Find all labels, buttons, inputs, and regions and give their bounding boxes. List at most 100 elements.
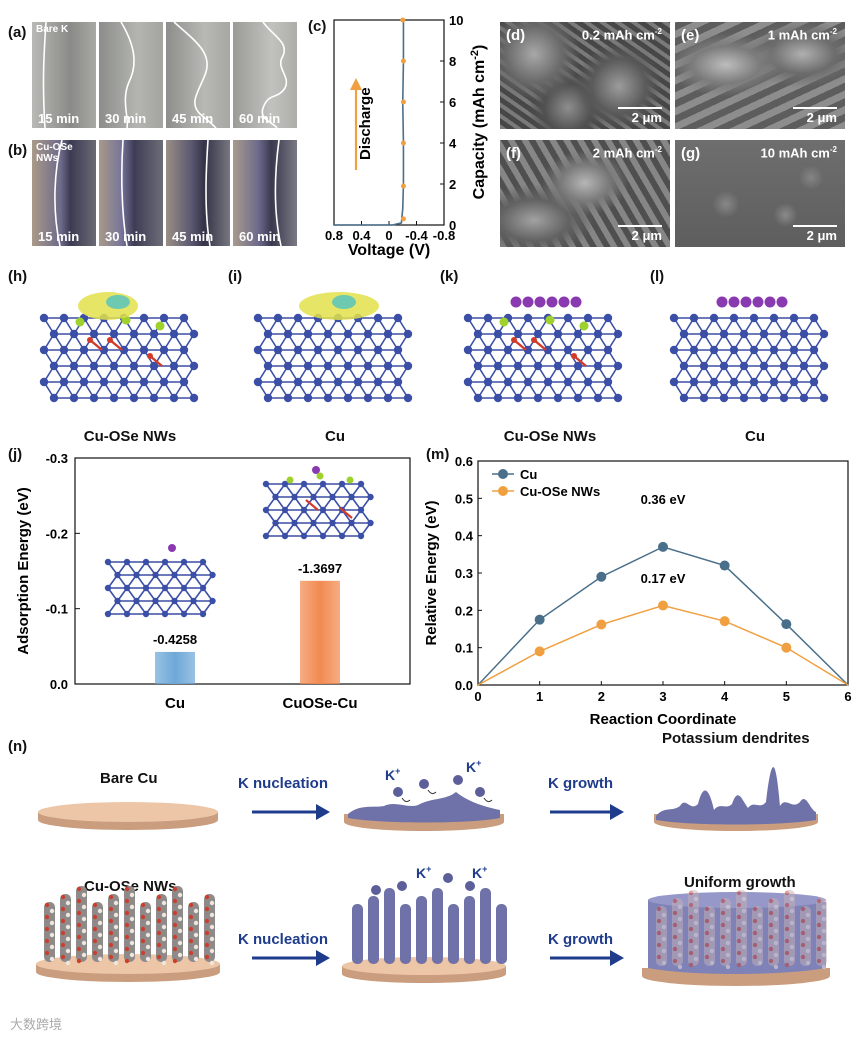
micrograph-a-60: 60 min <box>233 22 297 128</box>
data-point <box>534 614 545 625</box>
cu-atom <box>39 345 49 355</box>
k-ion-label: K+ <box>472 864 487 881</box>
scale-bar-label: 2 μm <box>631 110 662 125</box>
cu-atom <box>114 597 121 605</box>
k-atom <box>716 296 728 308</box>
charge-density <box>332 295 356 309</box>
cu-atom <box>313 377 323 387</box>
cu-atom <box>39 377 49 387</box>
cu-atom <box>253 345 263 355</box>
uniform-growth-block <box>642 890 830 986</box>
o-atom <box>107 337 113 343</box>
cu-atom <box>119 345 129 355</box>
y-tick-label: 0.3 <box>455 566 473 581</box>
cu-atom <box>819 329 829 339</box>
nucleation-disk-bottom <box>342 888 507 983</box>
cu-atom <box>689 345 699 355</box>
y-tick-label: 0.1 <box>455 641 473 656</box>
cu-atom <box>39 313 49 323</box>
cu-atom <box>719 393 729 403</box>
y-tick-label: -0.1 <box>46 602 68 617</box>
label-uniform-growth: Uniform growth <box>684 874 796 891</box>
cu-atom <box>729 313 739 323</box>
micrograph-a-45: 45 min <box>166 22 230 128</box>
cu-atom <box>603 345 613 355</box>
se-atom <box>286 476 294 484</box>
cu-atom <box>819 393 829 403</box>
cu-atom <box>383 329 393 339</box>
cu-atom <box>729 377 739 387</box>
cu-atom <box>769 345 779 355</box>
cu-atom <box>273 345 283 355</box>
k-atom <box>752 296 764 308</box>
nanowire <box>448 904 459 964</box>
k-atom <box>522 296 534 308</box>
y-tick-label: 0.6 <box>455 454 473 469</box>
cu-atom <box>89 393 99 403</box>
cu-atom <box>129 329 139 339</box>
cu-atom <box>363 361 373 371</box>
cu-atom <box>123 610 131 618</box>
cu-atom <box>819 361 829 371</box>
se-atom <box>155 321 165 331</box>
cu-atom <box>69 393 79 403</box>
cu-atom <box>769 377 779 387</box>
panel-label-e: (e) <box>681 27 700 44</box>
cu-atom <box>303 329 313 339</box>
x-tick-label: 5 <box>783 689 790 704</box>
bar <box>155 651 195 684</box>
cu-atom <box>338 532 346 540</box>
structure-caption-k: Cu-OSe NWs <box>503 428 597 445</box>
cu-atom <box>169 361 179 371</box>
se-atom <box>346 476 354 484</box>
cu-atom <box>323 393 333 403</box>
cu-atom <box>493 393 503 403</box>
cu-atom <box>209 597 216 605</box>
cu-atom <box>613 329 623 339</box>
scale-bar <box>793 107 837 109</box>
cu-atom <box>373 377 383 387</box>
cu-atom <box>149 329 159 339</box>
cu-atom <box>49 393 59 403</box>
cu-atom <box>523 345 533 355</box>
dendrite-disk-top <box>654 767 818 831</box>
k-atom <box>534 296 546 308</box>
cu-atom <box>109 361 119 371</box>
cu-atom <box>709 377 719 387</box>
cu-atom <box>669 313 679 323</box>
label-k-growth-top: K growth <box>548 775 613 792</box>
cu-atom <box>353 345 363 355</box>
cu-atom <box>679 393 689 403</box>
category-label: CuOSe-Cu <box>283 695 358 712</box>
cu-atom <box>109 329 119 339</box>
cu-atom <box>139 377 149 387</box>
cu-atom <box>180 610 188 618</box>
cu-atom <box>79 377 89 387</box>
scale-bar-label: 2 μm <box>806 110 837 125</box>
bar-value-label: -1.3697 <box>298 561 342 576</box>
cu-atom <box>779 361 789 371</box>
cu-atom <box>403 361 413 371</box>
micrograph-b-60: 60 min <box>233 140 297 246</box>
charge-density <box>78 292 138 320</box>
cu-atom <box>179 313 189 323</box>
cu-atom <box>180 558 188 566</box>
legend-label-cu: Cu <box>520 467 537 482</box>
cu-atom <box>171 571 178 579</box>
cu-atom <box>161 610 169 618</box>
bare-cu-disk <box>38 802 218 830</box>
cu-atom <box>253 377 263 387</box>
cu-atom <box>171 597 178 605</box>
panel-label-c: (c) <box>308 18 327 35</box>
cu-atom <box>281 480 289 488</box>
k-atom <box>728 296 740 308</box>
watermark: 大数跨境 <box>10 1017 63 1032</box>
cu-atom <box>283 361 293 371</box>
panel-label-d: (d) <box>506 27 526 44</box>
cu-atom <box>272 493 279 501</box>
cu-atom <box>603 313 613 323</box>
cu-atom <box>338 480 346 488</box>
cu-atom <box>348 519 355 527</box>
cu-atom <box>333 377 343 387</box>
cu-atom <box>523 377 533 387</box>
